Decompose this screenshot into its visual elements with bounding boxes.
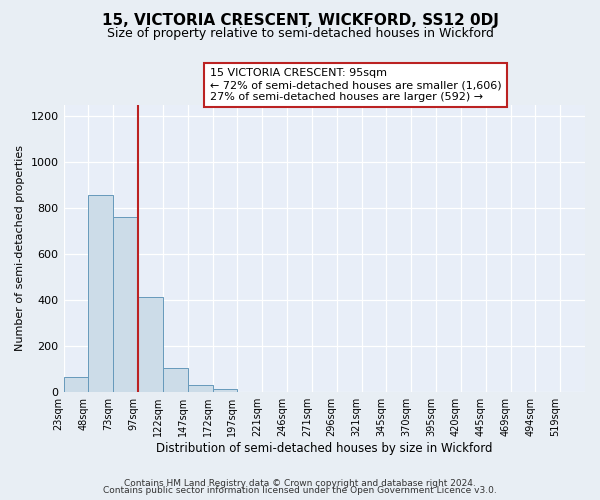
Bar <box>138 296 163 392</box>
Text: 15, VICTORIA CRESCENT, WICKFORD, SS12 0DJ: 15, VICTORIA CRESCENT, WICKFORD, SS12 0D… <box>101 12 499 28</box>
Text: Contains HM Land Registry data © Crown copyright and database right 2024.: Contains HM Land Registry data © Crown c… <box>124 478 476 488</box>
Text: 15 VICTORIA CRESCENT: 95sqm
← 72% of semi-detached houses are smaller (1,606)
27: 15 VICTORIA CRESCENT: 95sqm ← 72% of sem… <box>209 68 501 102</box>
Bar <box>64 378 88 392</box>
Bar <box>163 368 188 392</box>
Bar <box>212 389 238 392</box>
Text: Size of property relative to semi-detached houses in Wickford: Size of property relative to semi-detach… <box>107 28 493 40</box>
Bar <box>113 218 138 392</box>
Bar <box>88 196 113 392</box>
Y-axis label: Number of semi-detached properties: Number of semi-detached properties <box>15 146 25 352</box>
X-axis label: Distribution of semi-detached houses by size in Wickford: Distribution of semi-detached houses by … <box>156 442 493 455</box>
Text: Contains public sector information licensed under the Open Government Licence v3: Contains public sector information licen… <box>103 486 497 495</box>
Bar <box>188 386 212 392</box>
